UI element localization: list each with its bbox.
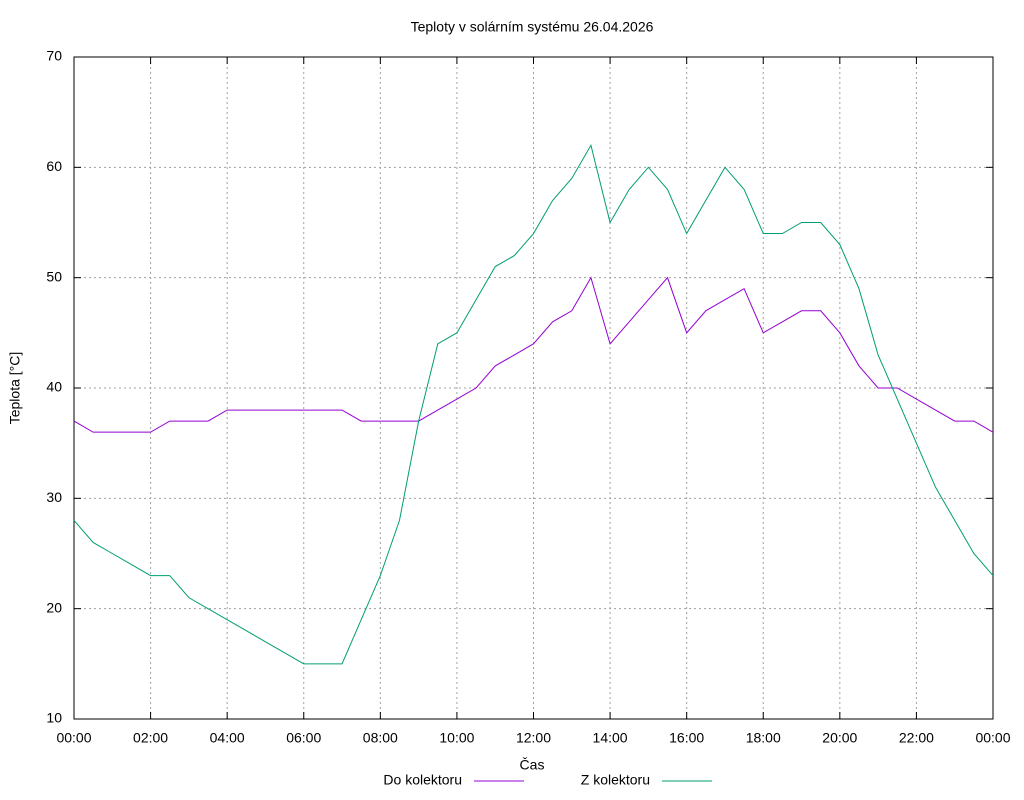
x-tick-label: 10:00	[439, 730, 474, 746]
legend-label: Z kolektoru	[581, 772, 650, 788]
y-tick-label: 50	[46, 268, 62, 284]
x-tick-label: 14:00	[593, 730, 628, 746]
x-tick-label: 00:00	[56, 730, 91, 746]
y-tick-label: 60	[46, 158, 62, 174]
x-axis-label: Čas	[520, 757, 545, 773]
data-line	[73, 276, 994, 433]
legend-label: Do kolektoru	[383, 772, 462, 788]
y-tick-label: 70	[46, 48, 62, 64]
x-tick-label: 16:00	[669, 730, 704, 746]
x-tick-label: 08:00	[363, 730, 398, 746]
y-tick-label: 40	[46, 379, 62, 395]
x-tick-label: 20:00	[822, 730, 857, 746]
y-tick-label: 10	[46, 710, 62, 726]
x-tick-label: 04:00	[210, 730, 245, 746]
data-line	[73, 143, 994, 665]
x-tick-label: 22:00	[899, 730, 934, 746]
plot-border	[73, 56, 994, 720]
y-axis-label: Teplota [°C]	[7, 352, 23, 425]
x-tick-label: 00:00	[975, 730, 1010, 746]
y-tick-label: 20	[46, 599, 62, 615]
x-tick-label: 02:00	[133, 730, 168, 746]
x-tick-label: 06:00	[286, 730, 321, 746]
y-tick-label: 30	[46, 489, 62, 505]
x-tick-label: 12:00	[516, 730, 551, 746]
x-tick-label: 18:00	[746, 730, 781, 746]
chart-title: Teploty v solárním systému 26.04.2026	[411, 19, 654, 35]
